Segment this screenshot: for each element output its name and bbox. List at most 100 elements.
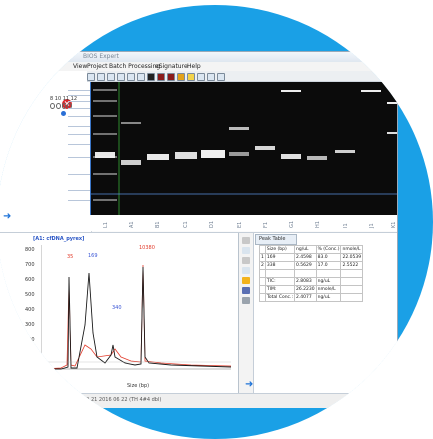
band-a1-upper (121, 122, 141, 124)
lane-label: B1 (155, 221, 161, 228)
ladder-tick (68, 174, 90, 175)
close-icon[interactable]: × (62, 99, 72, 109)
tool-icon-4[interactable] (242, 267, 250, 274)
lane-label: K1 (391, 221, 397, 228)
gel-image[interactable] (91, 82, 397, 215)
peak-label: 340 (112, 305, 122, 311)
table-row[interactable]: 1 169 2.4598 83.0 22.0539 (259, 253, 364, 262)
tool-icon-3[interactable] (242, 257, 250, 264)
peak-table-panel: Peak Table Size (bp) ng/uL % (Conc.) nmo… (254, 233, 397, 393)
peak-label: 10380 (139, 245, 155, 251)
toolbar-button-1[interactable] (87, 73, 95, 81)
menu-help[interactable]: Help (187, 63, 201, 70)
toolbar-button-14[interactable] (217, 73, 225, 81)
ladder-tick (68, 101, 90, 102)
y-tick: 200 (25, 337, 35, 343)
ladder-tick (68, 190, 90, 191)
tool-icon-7[interactable] (242, 297, 250, 304)
toolbar-button-8[interactable] (157, 73, 165, 81)
status-text: 19.21 2016 06 22 (TH 4#4 dbl) (83, 397, 162, 403)
ladder-tick (68, 134, 90, 135)
band-k1b (387, 132, 397, 134)
band-c1 (175, 152, 197, 159)
ladder-tick (68, 126, 90, 127)
summary-row: TIM: 26.2230 nmole/L (259, 285, 364, 294)
bottom-panels: [A1: cfDNA_pyrex] 800 700 600 500 400 30… (0, 232, 397, 408)
circular-frame: BIOS Expert View Project Batch Processin… (0, 5, 433, 439)
toolbar-button-5[interactable] (127, 73, 135, 81)
toolbar-button-4[interactable] (117, 73, 125, 81)
table-row-blank (259, 269, 364, 278)
electropherogram-plot[interactable] (41, 245, 231, 375)
ladder-tick (68, 95, 90, 96)
lane-label: L1 (103, 222, 109, 228)
electropherogram-panel[interactable]: [A1: cfDNA_pyrex] 800 700 600 500 400 30… (0, 233, 239, 393)
menu-batch-processing[interactable]: Batch Processing (109, 63, 161, 70)
summary-row: Total Conc.: 2.4077 ng/uL (259, 293, 364, 302)
tool-icon-1[interactable] (242, 237, 250, 244)
col-header: % (Conc.) (315, 245, 342, 254)
well-number-row: 8 10 11 12 (50, 96, 78, 102)
toolbar-button-2[interactable] (97, 73, 105, 81)
electropherogram-title: [A1: cfDNA_pyrex] (33, 236, 85, 242)
peak-label: 35 (67, 254, 74, 260)
toolbar-button-12[interactable] (197, 73, 205, 81)
peak-table: Size (bp) ng/uL % (Conc.) nmole/L 1 169 … (259, 245, 364, 302)
band-k1 (387, 102, 397, 104)
tool-icon-5[interactable] (242, 277, 250, 284)
menu-esignature[interactable]: eSignature (155, 63, 188, 70)
ladder-tick (68, 108, 90, 109)
left-arrow-icon[interactable]: ➜ (3, 211, 12, 222)
y-tick: 800 (25, 247, 35, 253)
toolbar-button-3[interactable] (107, 73, 115, 81)
y-tick: 500 (25, 292, 35, 298)
band-e1 (229, 127, 249, 130)
ladder-tick (68, 116, 90, 117)
peak-label: 169 (88, 253, 98, 259)
menu-project[interactable]: Project (87, 63, 108, 70)
title-bar: BIOS Expert (0, 52, 397, 62)
y-tick: 700 (25, 262, 35, 268)
application-window: BIOS Expert View Project Batch Processin… (0, 51, 398, 408)
band-a1 (121, 160, 141, 165)
tool-icon-6[interactable] (242, 287, 250, 294)
y-tick: 400 (25, 307, 35, 313)
side-tool-strip (239, 233, 254, 393)
toolbar-button-10[interactable] (177, 73, 185, 81)
info-icon[interactable] (61, 111, 66, 116)
lane-label: I1 (343, 223, 349, 228)
gel-toolbar (87, 71, 397, 82)
y-tick: 0 (29, 367, 33, 373)
ladder-tick (68, 144, 90, 145)
col-header: Size (bp) (264, 245, 295, 254)
menu-view[interactable]: View (73, 63, 88, 70)
toolbar-button-6[interactable] (137, 73, 145, 81)
tool-icon-2[interactable] (242, 247, 250, 254)
band-h1 (307, 156, 327, 160)
lane-label: H1 (315, 221, 321, 228)
col-header: nmole/L (340, 245, 364, 254)
col-header: ng/uL (293, 245, 317, 254)
right-arrow-icon[interactable]: ➜ (245, 379, 254, 390)
lane-labels: L1 A1 B1 C1 D1 E1 F1 G1 H1 I1 J1 K1 (91, 215, 397, 231)
sample-bands (95, 90, 397, 165)
status-bar: 19.21 2016 06 22 (TH 4#4 dbl) (0, 393, 397, 408)
lane-label: C1 (183, 221, 189, 228)
band-i1 (335, 150, 355, 153)
toolbar-button-13[interactable] (207, 73, 215, 81)
band-top-j1 (361, 90, 381, 92)
peak-table-tab[interactable]: Peak Table (255, 234, 297, 245)
ladder-tick (68, 157, 90, 158)
toolbar-button-11[interactable] (187, 73, 195, 81)
summary-row: TIC: 2.8083 ng/uL (259, 277, 364, 286)
toolbar-button-7[interactable] (147, 73, 155, 81)
y-tick: 100 (25, 352, 35, 358)
table-header-row: Size (bp) ng/uL % (Conc.) nmole/L (259, 245, 364, 254)
ladder-tick (68, 200, 90, 201)
table-row[interactable]: 2 338 0.5629 17.0 2.5522 (259, 261, 364, 270)
band-e1-lower (229, 152, 249, 156)
y-tick: 300 (25, 322, 35, 328)
x-axis-label: Size (bp) (127, 383, 150, 389)
toolbar-button-9[interactable] (167, 73, 175, 81)
y-tick: 600 (25, 277, 35, 283)
